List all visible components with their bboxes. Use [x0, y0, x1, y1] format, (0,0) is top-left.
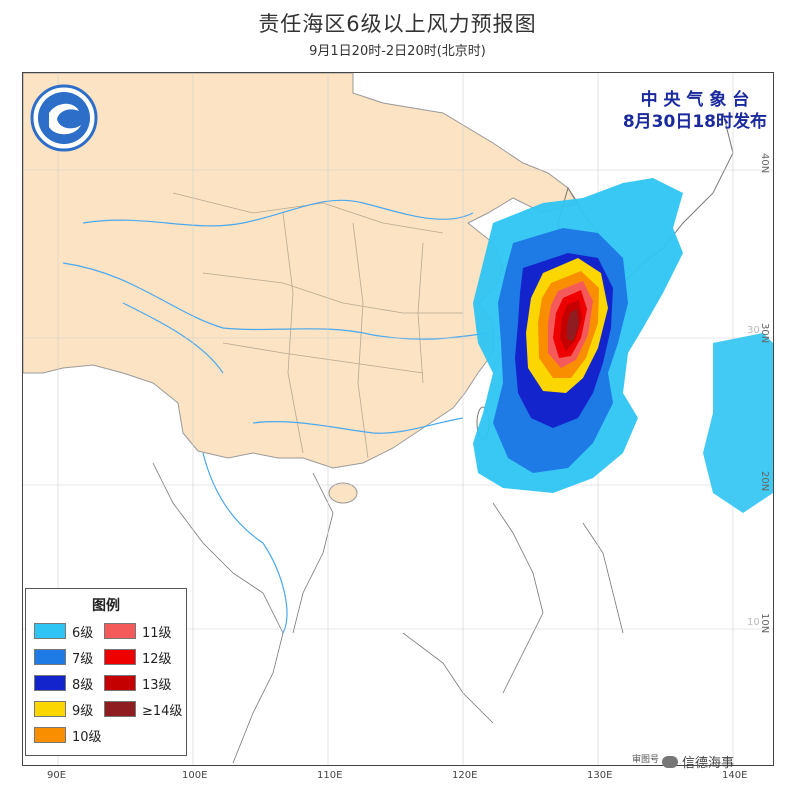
- legend-item-7: 7级: [34, 647, 93, 667]
- legend-item-6: 6级: [34, 621, 93, 641]
- legend-label: 12级: [142, 651, 172, 667]
- lon-label-130e: 130E: [587, 770, 613, 781]
- legend-label: 6级: [72, 625, 94, 641]
- legend-item-10: 10级: [34, 725, 102, 745]
- account-name: 信德海事: [682, 756, 735, 771]
- lat-inner-10: 10: [747, 617, 760, 628]
- issuer-name: 中 央 气 象 台: [640, 90, 750, 110]
- china-land: [23, 73, 579, 469]
- legend: 图例 6级 7级 8级 9级 10级 11级 12级 13级 ≥14级: [25, 588, 187, 756]
- lat-label-40n: 40N: [759, 153, 770, 174]
- map-title: 责任海区6级以上风力预报图: [258, 12, 537, 36]
- legend-item-8: 8级: [34, 673, 93, 693]
- wind-zone-14: [567, 309, 579, 341]
- legend-label: 9级: [72, 703, 94, 719]
- legend-title: 图例: [92, 598, 120, 614]
- lon-label-140e: 140E: [722, 770, 748, 781]
- map-approval-watermark: 审图号: [632, 755, 660, 765]
- legend-item-9: 9级: [34, 699, 93, 719]
- legend-item-12: 12级: [104, 647, 172, 667]
- legend-item-11: 11级: [104, 621, 172, 641]
- lon-label-120e: 120E: [452, 770, 478, 781]
- legend-swatch: [34, 675, 66, 691]
- legend-swatch: [34, 623, 66, 639]
- legend-label: 11级: [142, 625, 172, 641]
- hainan-island: [328, 482, 358, 504]
- legend-swatch: [34, 701, 66, 717]
- lon-label-100e: 100E: [182, 770, 208, 781]
- lon-label-110e: 110E: [317, 770, 343, 781]
- map-subtitle: 9月1日20时-2日20时(北京时): [309, 44, 486, 59]
- legend-label: ≥14级: [142, 703, 183, 719]
- cma-logo-icon: [29, 83, 99, 153]
- lat-label-30n: 30N: [759, 323, 770, 344]
- legend-swatch: [104, 701, 136, 717]
- lat-label-20n: 20N: [759, 471, 770, 492]
- lon-label-90e: 90E: [47, 770, 67, 781]
- legend-swatch: [104, 675, 136, 691]
- grid-lines: [23, 73, 773, 765]
- legend-label: 13级: [142, 677, 172, 693]
- lat-inner-30: 30: [747, 325, 760, 336]
- map-canvas: [23, 73, 773, 765]
- issue-time: 8月30日18时发布: [622, 112, 767, 132]
- sea-coastlines: [152, 462, 624, 764]
- wind-zone-6-east: [703, 333, 773, 513]
- legend-item-13: 13级: [104, 673, 172, 693]
- legend-swatch: [34, 649, 66, 665]
- legend-label: 7级: [72, 651, 94, 667]
- legend-label: 8级: [72, 677, 94, 693]
- legend-label: 10级: [72, 729, 102, 745]
- issuer-box: 中 央 气 象 台 8月30日18时发布: [623, 89, 767, 133]
- lat-label-10n: 10N: [759, 613, 770, 634]
- legend-swatch: [104, 623, 136, 639]
- source-account: 信德海事: [662, 752, 734, 771]
- wechat-icon: [662, 755, 678, 768]
- legend-item-14: ≥14级: [104, 699, 182, 719]
- province-borders: [172, 192, 463, 459]
- legend-swatch: [34, 727, 66, 743]
- legend-swatch: [104, 649, 136, 665]
